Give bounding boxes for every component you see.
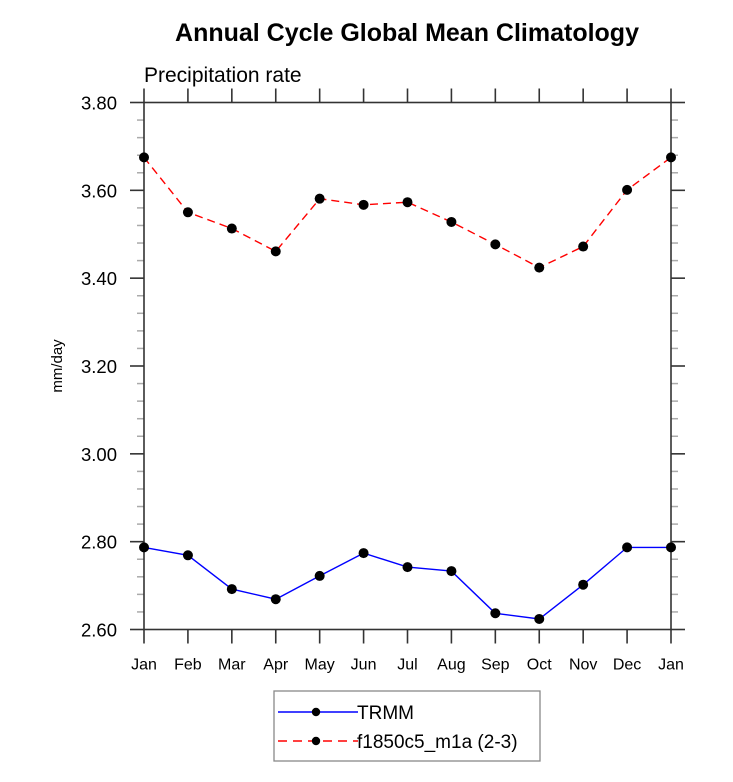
data-point	[490, 608, 501, 619]
series-lines	[143, 156, 672, 620]
series-line-2	[143, 156, 672, 269]
y-tick-labels: 2.60 2.80 3.00 3.20 3.40 3.60 3.80	[81, 93, 117, 641]
major-ticks	[130, 88, 685, 644]
data-point	[270, 594, 281, 605]
x-tick-label: Nov	[569, 657, 597, 674]
x-tick-label: Dec	[613, 657, 641, 674]
minor-ticks	[137, 119, 678, 613]
data-point	[534, 613, 545, 624]
y-tick-label: 3.40	[81, 268, 117, 289]
data-point	[490, 239, 501, 250]
x-tick-label: Sep	[481, 657, 510, 674]
data-point	[226, 223, 237, 234]
data-point	[358, 548, 369, 559]
y-tick-label: 3.80	[81, 93, 117, 114]
data-point	[358, 199, 369, 210]
data-point	[446, 216, 457, 227]
y-tick-label: 3.00	[81, 444, 117, 465]
x-tick-label: Mar	[218, 657, 246, 674]
legend-label: TRMM	[357, 703, 414, 724]
data-point	[314, 570, 325, 581]
x-tick-label: May	[305, 657, 335, 674]
x-tick-label: Apr	[263, 657, 289, 674]
x-tick-label: Jul	[397, 657, 417, 674]
data-point	[226, 584, 237, 595]
x-tick-label: Oct	[527, 657, 552, 674]
data-point	[666, 542, 676, 553]
data-point	[182, 550, 193, 561]
chart-subtitle: Precipitation rate	[144, 64, 302, 87]
legend-box	[273, 690, 541, 762]
legend: TRMM f1850c5_m1a (2-3)	[273, 690, 541, 762]
series-markers	[139, 152, 676, 624]
chart-title: Annual Cycle Global Mean Climatology	[175, 19, 639, 47]
data-point	[314, 193, 325, 204]
y-tick-label: 3.60	[81, 180, 117, 201]
x-tick-label: Feb	[174, 657, 202, 674]
legend-marker	[311, 707, 321, 717]
legend-label: f1850c5_m1a (2-3)	[357, 732, 518, 753]
y-tick-label: 2.60	[81, 620, 117, 641]
y-axis-label: mm/day	[49, 339, 66, 393]
data-point	[578, 241, 589, 252]
data-point	[402, 562, 413, 573]
data-point	[139, 542, 149, 553]
data-point	[578, 579, 589, 590]
y-tick-label: 2.80	[81, 532, 117, 553]
data-point	[139, 152, 149, 163]
data-point	[182, 207, 193, 218]
legend-marker	[311, 736, 321, 746]
y-tick-label: 3.20	[81, 356, 117, 377]
series-line-1	[143, 546, 671, 620]
x-tick-label: Jan	[131, 657, 157, 674]
data-point	[534, 262, 545, 273]
x-tick-label: Jun	[351, 657, 377, 674]
x-tick-label: Aug	[437, 657, 465, 674]
plot-frame	[143, 101, 672, 631]
data-point	[622, 542, 633, 553]
x-tick-label: Jan	[658, 657, 684, 674]
x-tick-labels: Jan Feb Mar Apr May Jun Jul Aug Sep Oct Nov Dec Jan	[131, 657, 684, 674]
data-point	[402, 197, 413, 208]
data-point	[666, 152, 676, 163]
data-point	[446, 566, 457, 577]
data-point	[270, 246, 281, 257]
data-point	[622, 184, 633, 195]
